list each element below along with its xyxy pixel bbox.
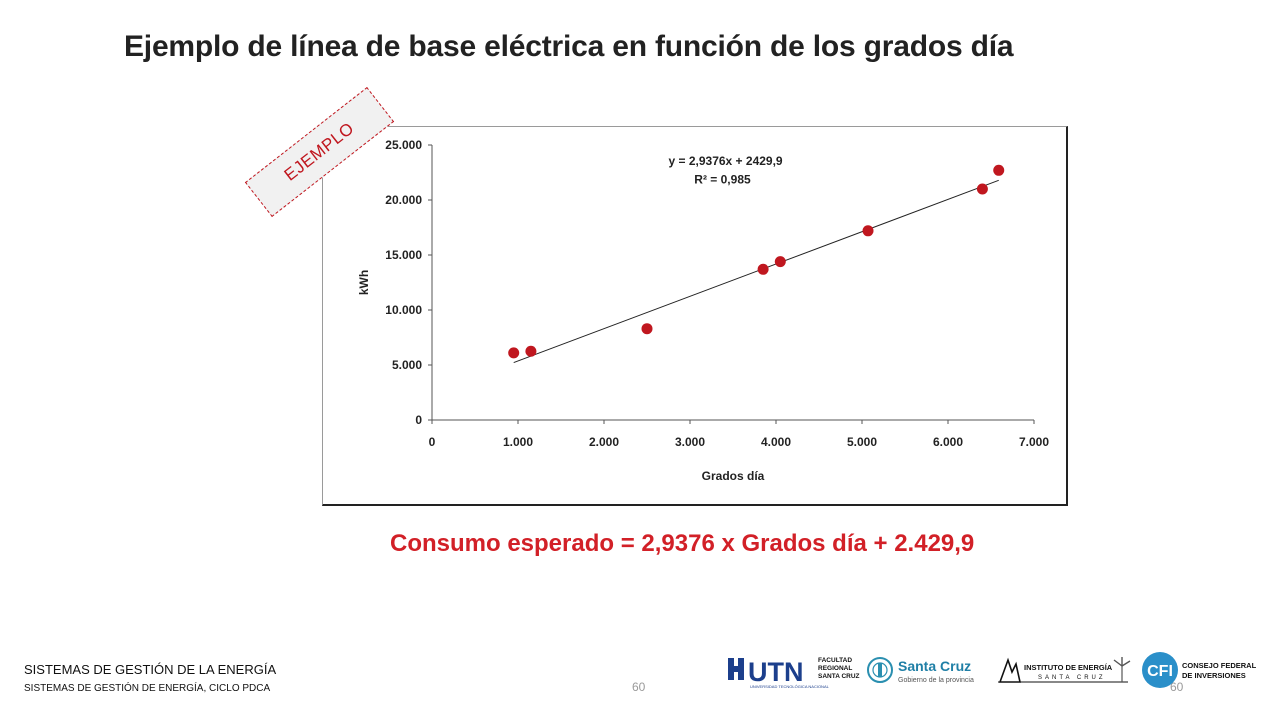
slide-title: Ejemplo de línea de base eléctrica en fu… — [124, 30, 1014, 63]
provincial-seal-icon — [867, 657, 893, 683]
svg-text:CFI: CFI — [1147, 663, 1173, 680]
trendline — [513, 179, 999, 364]
chart-frame — [322, 126, 1068, 506]
y-tick-label: 0 — [415, 413, 422, 427]
data-point — [862, 225, 874, 237]
x-tick-label: 4.000 — [761, 435, 791, 449]
scatter-chart: 0 5.000 10.000 15.000 20.000 25.000 0 1.000 2.00… — [357, 138, 1049, 483]
data-point — [525, 345, 537, 357]
footer-title: SISTEMAS DE GESTIÓN DE LA ENERGÍA — [24, 662, 277, 677]
trendline-r2: R² = 0,985 — [694, 173, 751, 187]
svg-text:SANTA CRUZ: SANTA CRUZ — [1038, 675, 1106, 681]
svg-text:Santa Cruz: Santa Cruz — [898, 658, 971, 674]
svg-text:REGIONAL: REGIONAL — [818, 665, 852, 672]
data-point — [757, 263, 769, 275]
x-tick-label: 3.000 — [675, 435, 705, 449]
y-tick-label: 25.000 — [385, 138, 422, 152]
y-axis-label: kWh — [357, 270, 371, 295]
svg-text:INSTITUTO DE ENERGÍA: INSTITUTO DE ENERGÍA — [1024, 663, 1113, 672]
y-tick-label: 10.000 — [385, 303, 422, 317]
data-point — [641, 323, 653, 335]
x-tick-label: 6.000 — [933, 435, 963, 449]
santa-cruz-logo: Santa Cruz Gobierno de la provincia — [866, 648, 994, 692]
utn-emblem-icon: UTN FACULTAD REGIONAL SANTA CRUZ UNIVERS… — [728, 657, 860, 689]
data-point — [774, 256, 786, 268]
x-tick-label: 0 — [429, 435, 436, 449]
x-tick-label: 2.000 — [589, 435, 619, 449]
svg-text:UTN: UTN — [748, 657, 804, 687]
data-point — [993, 164, 1005, 176]
page-number: 60 — [632, 680, 646, 694]
instituto-energia-logo: INSTITUTO DE ENERGÍA SANTA CRUZ — [998, 648, 1136, 692]
energy-institute-icon — [998, 657, 1128, 683]
wind-turbine-icon — [1113, 657, 1131, 682]
equation-caption: Consumo esperado = 2,9376 x Grados día +… — [390, 530, 975, 557]
x-tick-label: 1.000 — [503, 435, 533, 449]
y-tick-label: 20.000 — [385, 193, 422, 207]
cfi-logo: CFI CONSEJO FEDERAL DE INVERSIONES — [1140, 648, 1266, 692]
utn-logo: UTN FACULTAD REGIONAL SANTA CRUZ UNIVERS… — [726, 648, 862, 692]
partner-logos: UTN FACULTAD REGIONAL SANTA CRUZ UNIVERS… — [726, 648, 1266, 692]
svg-text:DE INVERSIONES: DE INVERSIONES — [1182, 671, 1246, 680]
data-point — [508, 347, 520, 359]
svg-text:UNIVERSIDAD TECNOLÓGICA NACION: UNIVERSIDAD TECNOLÓGICA NACIONAL — [750, 684, 830, 689]
cfi-badge-icon — [1142, 652, 1178, 688]
trendline-equation: y = 2,9376x + 2429,9 — [669, 154, 783, 168]
data-point — [976, 183, 988, 195]
y-tick-label: 15.000 — [385, 248, 422, 262]
x-tick-label: 5.000 — [847, 435, 877, 449]
svg-text:Gobierno de la provincia: Gobierno de la provincia — [898, 677, 974, 684]
x-tick-label: 7.000 — [1019, 435, 1049, 449]
y-tick-label: 5.000 — [392, 358, 422, 372]
svg-text:SANTA CRUZ: SANTA CRUZ — [818, 673, 860, 680]
svg-text:FACULTAD: FACULTAD — [818, 657, 852, 664]
svg-text:CONSEJO FEDERAL: CONSEJO FEDERAL — [1182, 661, 1257, 670]
x-axis-label: Grados día — [702, 469, 765, 483]
page-number-right: 60 — [1170, 680, 1184, 694]
footer-subtitle: SISTEMAS DE GESTIÓN DE ENERGÍA, CICLO PD… — [24, 683, 271, 694]
